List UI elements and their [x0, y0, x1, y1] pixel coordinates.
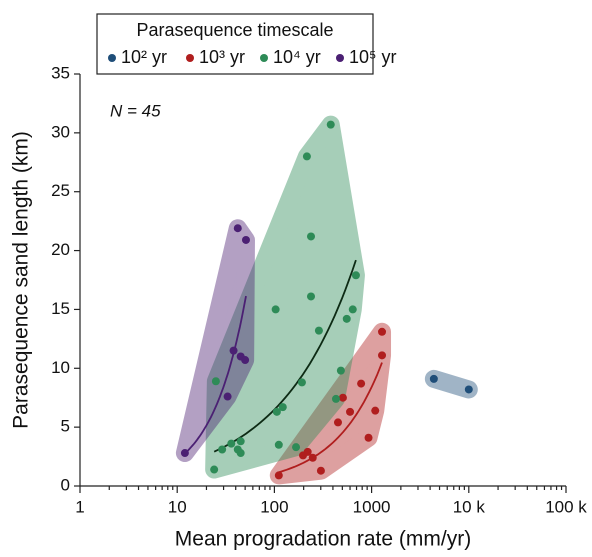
legend-label: 10² yr — [121, 47, 167, 67]
data-point — [346, 407, 355, 416]
data-point — [307, 292, 316, 301]
data-point — [342, 314, 351, 323]
data-point — [218, 445, 227, 454]
y-tick-label: 20 — [51, 240, 70, 259]
y-tick-label: 35 — [51, 63, 70, 82]
legend-box — [96, 13, 374, 75]
data-point — [211, 377, 220, 386]
y-tick-label: 5 — [61, 417, 70, 436]
data-point — [338, 393, 347, 402]
x-tick-label: 1 — [75, 497, 84, 516]
legend-title: Parasequence timescale — [136, 20, 333, 40]
data-point — [227, 439, 236, 448]
legend-marker — [186, 54, 194, 62]
data-point — [180, 449, 189, 458]
data-point — [272, 407, 281, 416]
data-point — [307, 232, 316, 241]
x-tick-label: 100 — [260, 497, 288, 516]
data-point — [278, 403, 287, 412]
data-point — [357, 379, 366, 388]
fit-curve — [184, 295, 247, 455]
fit-curve — [278, 362, 383, 474]
data-point — [326, 120, 335, 129]
data-point — [378, 351, 387, 360]
legend-marker — [108, 54, 116, 62]
data-point — [314, 326, 323, 335]
data-point — [241, 356, 250, 365]
legend-label: 10⁵ yr — [349, 47, 396, 67]
data-point — [271, 305, 280, 314]
data-point — [351, 271, 360, 280]
envelope — [424, 369, 478, 399]
legend-label: 10³ yr — [199, 47, 245, 67]
y-tick-label: 25 — [51, 181, 70, 200]
data-point — [236, 437, 245, 446]
data-point — [210, 465, 219, 474]
legend-marker — [336, 54, 344, 62]
data-point — [429, 374, 438, 383]
y-tick-label: 10 — [51, 358, 70, 377]
data-point — [297, 378, 306, 387]
data-point — [371, 406, 380, 415]
data-point — [292, 443, 301, 452]
x-tick-label: 1000 — [353, 497, 391, 516]
x-tick-label: 10 — [168, 497, 187, 516]
annotation: N = 45 — [110, 101, 161, 120]
data-point — [336, 366, 345, 375]
data-point — [274, 471, 283, 480]
y-tick-label: 30 — [51, 122, 70, 141]
data-point — [348, 305, 357, 314]
data-point — [229, 346, 238, 355]
data-point — [274, 440, 283, 449]
legend-label: 10⁴ yr — [273, 47, 321, 67]
y-tick-label: 0 — [61, 475, 70, 494]
data-point — [236, 449, 245, 458]
data-point — [333, 418, 342, 427]
envelope-group — [424, 369, 478, 399]
data-point — [302, 152, 311, 161]
y-tick-label: 15 — [51, 299, 70, 318]
x-tick-label: 100 k — [545, 497, 587, 516]
data-point — [223, 392, 232, 401]
data-point — [464, 385, 473, 394]
data-point — [303, 447, 312, 456]
data-point — [233, 224, 242, 233]
x-tick-label: 10 k — [453, 497, 486, 516]
data-point — [241, 235, 250, 244]
legend-marker — [260, 54, 268, 62]
data-point — [316, 466, 325, 475]
data-point — [364, 433, 373, 442]
data-point — [308, 453, 317, 462]
data-point — [331, 394, 340, 403]
x-axis-label: Mean progradation rate (mm/yr) — [175, 528, 471, 551]
data-point — [378, 327, 387, 336]
y-axis-label: Parasequence sand length (km) — [10, 131, 33, 429]
